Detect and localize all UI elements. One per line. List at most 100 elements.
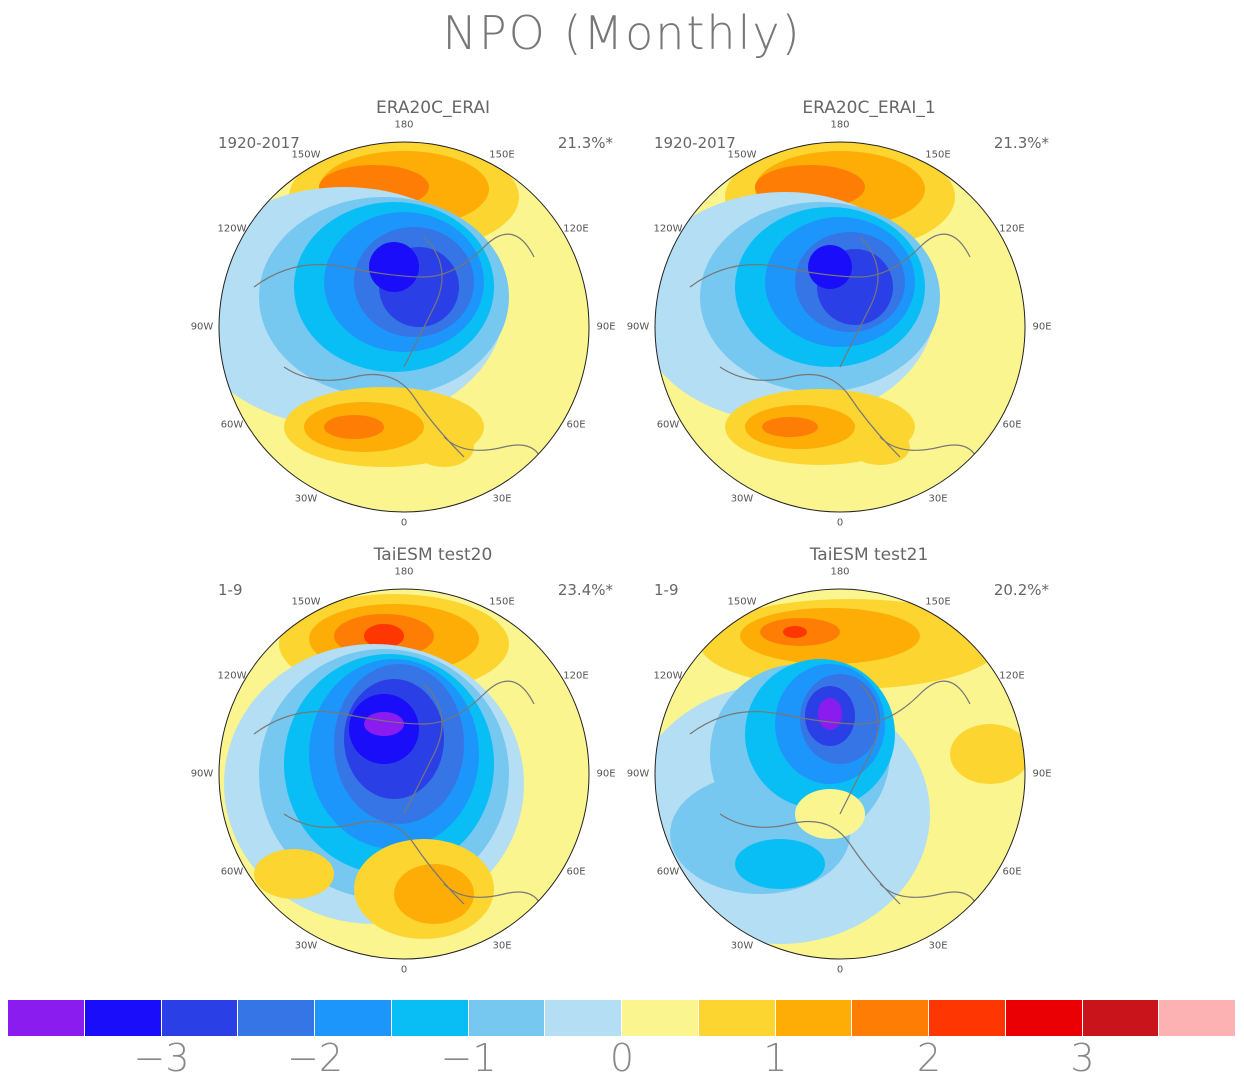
- colorbar-segment: [929, 1000, 1006, 1036]
- lon-label-w30: 30W: [294, 940, 318, 952]
- lon-label-e30: 30E: [928, 940, 948, 952]
- colorbar-segment: [391, 1000, 469, 1036]
- anomaly-contour: [808, 245, 852, 289]
- panel-period: 1-9: [218, 581, 243, 599]
- panel-period: 1920-2017: [218, 134, 300, 152]
- panel-variance: 20.2%*: [993, 581, 1049, 599]
- colorbar-segment: [84, 1000, 162, 1036]
- lon-label-e90: 90E: [596, 768, 616, 780]
- anomaly-contour: [950, 724, 1025, 784]
- lon-label-e150: 150E: [925, 596, 951, 608]
- colorbar-tick-label: −1: [440, 1036, 497, 1080]
- panel-title: TaiESM test21: [809, 545, 929, 565]
- lon-label-e30: 30E: [928, 493, 948, 505]
- anomaly-contour: [254, 849, 334, 899]
- lon-label-w30: 30W: [730, 940, 754, 952]
- lon-label-e60: 60E: [566, 419, 586, 431]
- lon-label-e90: 90E: [596, 321, 616, 333]
- colorbar-segment: [622, 1000, 699, 1036]
- lon-label-zero: 0: [836, 964, 844, 976]
- lon-label-e60: 60E: [1002, 866, 1022, 878]
- colorbar-segment: [852, 1000, 929, 1036]
- map-panel-4: TaiESM test21 1-9 20.2%* 180 150W 150E 120W…: [627, 545, 1084, 985]
- map-panel-2: ERA20C_ERAI_1 1920-2017 21.3%* 180 150W 15…: [627, 98, 1084, 538]
- lon-label-w60: 60W: [220, 866, 244, 878]
- anomaly-contour: [783, 626, 807, 638]
- map-panel-1: ERA20C_ERAI 1920-2017 21.3%* 180 150W 150E…: [191, 98, 648, 538]
- lon-label-w150: 150W: [727, 149, 757, 161]
- colorbar-segment: [545, 1000, 622, 1036]
- colorbar-segment: [315, 1000, 392, 1036]
- lon-label-zero: 0: [836, 517, 844, 529]
- lon-label-e60: 60E: [1002, 419, 1022, 431]
- colorbar-segment: [161, 1000, 239, 1036]
- lon-label-w120: 120W: [653, 670, 683, 682]
- anomaly-contour: [364, 624, 404, 648]
- coastline: [689, 680, 981, 925]
- colorbar-tick-label: 3: [1070, 1036, 1095, 1080]
- colorbar-segment: [8, 1000, 85, 1036]
- lon-label-w60: 60W: [656, 866, 680, 878]
- lon-label-w30: 30W: [730, 493, 754, 505]
- map-border: [654, 588, 1026, 960]
- lon-label-n180: 180: [394, 119, 414, 131]
- anomaly-contour: [414, 427, 474, 467]
- map-panel-3: TaiESM test20 1-9 23.4%* 180 150W 150E 120W…: [191, 545, 648, 985]
- lon-label-w90: 90W: [626, 768, 650, 780]
- colorbar-segment: [698, 1000, 776, 1036]
- map-border: [218, 141, 590, 513]
- colorbar: [8, 1000, 1236, 1036]
- panel-variance: 23.4%*: [557, 581, 613, 599]
- panel-title: ERA20C_ERAI: [375, 98, 490, 118]
- lon-label-w30: 30W: [294, 493, 318, 505]
- colorbar-segment: [238, 1000, 315, 1036]
- lon-label-e150: 150E: [489, 596, 515, 608]
- colorbar-segment: [775, 1000, 853, 1036]
- lon-label-n180: 180: [830, 119, 850, 131]
- colorbar-segment: [468, 1000, 546, 1036]
- polar-map: [218, 588, 590, 960]
- colorbar-tick-label: 1: [763, 1036, 788, 1080]
- lon-label-w120: 120W: [653, 223, 683, 235]
- colorbar-tick-label: 0: [609, 1036, 635, 1080]
- anomaly-contour: [762, 417, 818, 437]
- polar-map: [218, 141, 590, 513]
- lon-label-w60: 60W: [220, 419, 244, 431]
- anomaly-contour: [735, 839, 825, 889]
- lon-label-w150: 150W: [291, 596, 321, 608]
- panel-variance: 21.3%*: [993, 134, 1049, 152]
- colorbar-segment: [1159, 1000, 1236, 1036]
- lon-label-e30: 30E: [492, 940, 512, 952]
- lon-label-e120: 120E: [999, 223, 1025, 235]
- panel-title: TaiESM test20: [373, 545, 493, 565]
- polar-map: [654, 588, 1026, 960]
- anomaly-contour: [394, 864, 474, 924]
- lon-label-e90: 90E: [1032, 768, 1052, 780]
- anomaly-contour: [324, 415, 384, 439]
- panel-period: 1-9: [654, 581, 679, 599]
- lon-label-e120: 120E: [563, 223, 589, 235]
- lon-label-e150: 150E: [489, 149, 515, 161]
- lon-label-zero: 0: [400, 964, 408, 976]
- lon-label-w90: 90W: [190, 321, 214, 333]
- colorbar-tick-label: −3: [133, 1036, 190, 1080]
- lon-label-w90: 90W: [190, 768, 214, 780]
- anomaly-contour: [364, 712, 404, 736]
- lon-label-zero: 0: [400, 517, 408, 529]
- lon-label-w150: 150W: [291, 149, 321, 161]
- coastline: [689, 233, 981, 478]
- lon-label-e120: 120E: [999, 670, 1025, 682]
- lon-label-w60: 60W: [656, 419, 680, 431]
- colorbar-tick-label: 2: [916, 1036, 942, 1080]
- map-border: [218, 588, 590, 960]
- lon-label-e120: 120E: [563, 670, 589, 682]
- lon-label-e60: 60E: [566, 866, 586, 878]
- anomaly-contour: [818, 698, 842, 730]
- colorbar-segment: [1005, 1000, 1083, 1036]
- anomaly-contour: [369, 242, 419, 292]
- polar-map: [654, 141, 1026, 513]
- lon-label-w120: 120W: [217, 223, 247, 235]
- lon-label-e30: 30E: [492, 493, 512, 505]
- lon-label-e90: 90E: [1032, 321, 1052, 333]
- lon-label-w120: 120W: [217, 670, 247, 682]
